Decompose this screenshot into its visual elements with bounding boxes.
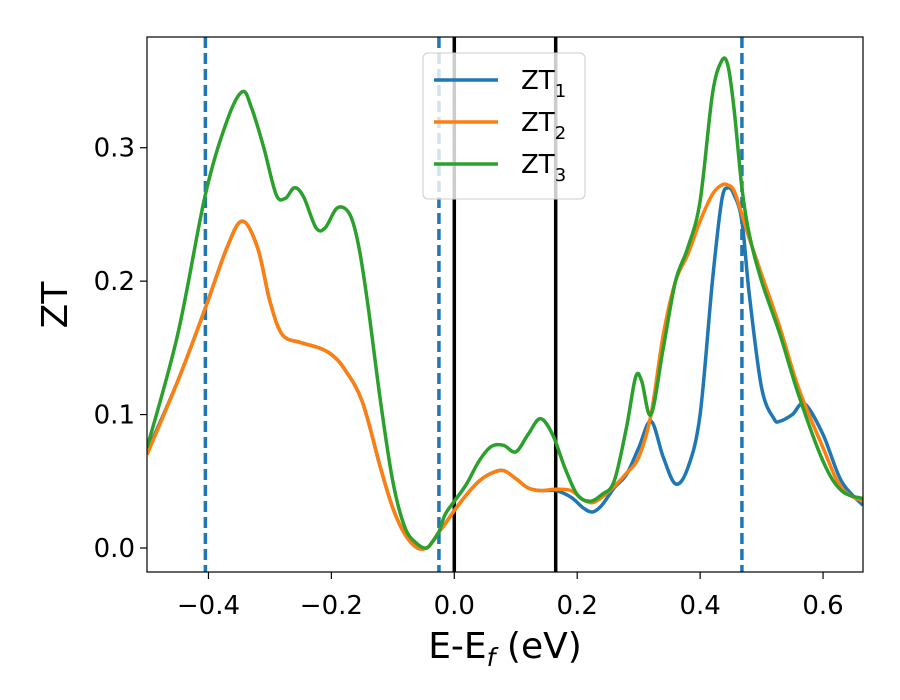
- x-tick-label: −0.2: [300, 591, 363, 621]
- legend: ZT1 ZT2 ZT3: [422, 52, 586, 200]
- x-tick-label: −0.4: [177, 591, 240, 621]
- legend-label-zt1: ZT1: [521, 66, 566, 102]
- legend-label-zt2: ZT2: [521, 108, 566, 144]
- y-axis: 0.0 0.1 0.2 0.3: [94, 134, 147, 564]
- series-lines: [147, 56, 863, 552]
- x-tick-label: 0.2: [557, 591, 598, 621]
- x-axis: −0.4 −0.2 0.0 0.2 0.4 0.6: [177, 572, 844, 621]
- x-tick-label: 0.6: [802, 591, 843, 621]
- x-tick-label: 0.4: [679, 591, 720, 621]
- y-tick-label: 0.0: [94, 534, 135, 564]
- y-axis-label: ZT: [35, 281, 76, 329]
- y-tick-label: 0.1: [94, 401, 135, 431]
- x-axis-label: E-Ef (eV): [428, 626, 582, 672]
- series-line-zt3: [147, 56, 863, 550]
- plot-frame: [146, 36, 864, 573]
- y-tick-label: 0.3: [94, 134, 135, 164]
- legend-label-zt3: ZT3: [521, 150, 566, 186]
- series-line-zt2: [147, 182, 863, 552]
- y-tick-label: 0.2: [94, 267, 135, 297]
- x-tick-label: 0.0: [434, 591, 475, 621]
